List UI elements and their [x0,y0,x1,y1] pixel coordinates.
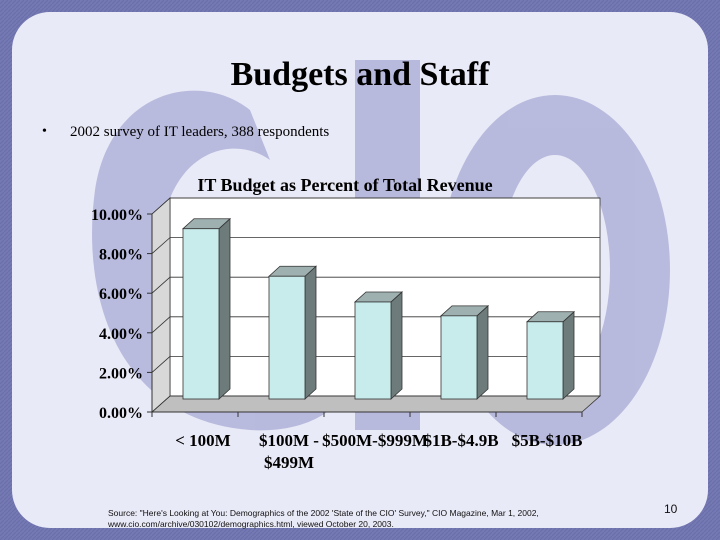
x-tick-label: $1B-$4.9B [423,431,498,450]
bar [354,301,392,400]
bar [268,275,306,400]
page-number: 10 [664,502,678,516]
bar-side [218,217,231,400]
bar-side [390,291,403,400]
chart-title: IT Budget as Percent of Total Revenue [197,175,492,195]
x-tick-label: $500M-$999M [322,431,428,450]
y-tick-label: 0.00% [99,405,143,422]
bar [440,315,478,400]
source-line-1: Source: "Here's Looking at You: Demograp… [108,508,539,518]
bar-side [476,304,489,400]
y-tick-label: 10.00% [91,207,143,224]
gridline [151,237,600,254]
chart-side-wall [151,197,171,413]
y-tick-label: 6.00% [99,286,143,303]
source-line-2: www.cio.com/archive/030102/demographics.… [108,519,394,529]
x-tick-label: < 100M [175,431,230,450]
x-tick-label: $100M - [259,431,319,450]
bullet-text: 2002 survey of IT leaders, 388 responden… [70,124,330,140]
x-tick-label: $499M [264,453,314,472]
gridline [151,276,600,294]
bar [526,321,564,400]
y-tick-label: 8.00% [99,247,143,264]
source-citation: Source: "Here's Looking at You: Demograp… [108,508,628,530]
bar-side [562,310,575,400]
gridline [151,197,600,215]
slide-title: Budgets and Staff [230,56,490,93]
bar-side [304,265,317,400]
bullet-marker: • [42,124,47,139]
bar [182,228,220,400]
y-tick-label: 2.00% [99,365,143,382]
y-tick-label: 4.00% [99,326,143,343]
x-tick-label: $5B-$10B [512,431,583,450]
